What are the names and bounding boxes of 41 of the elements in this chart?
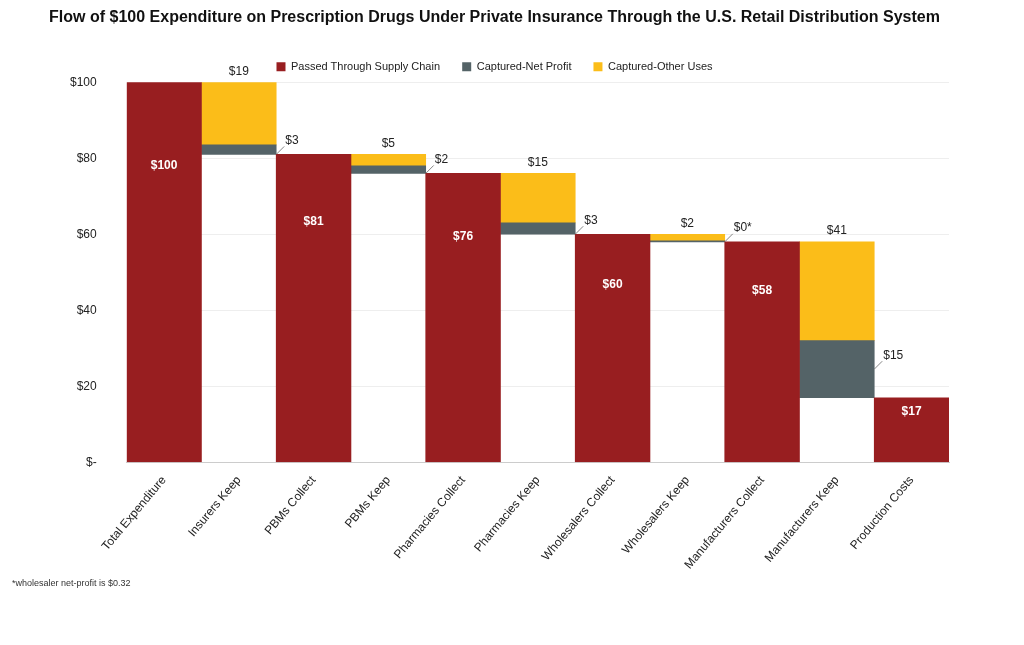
bar [201, 144, 277, 155]
bar [126, 82, 202, 463]
bar [873, 397, 949, 463]
bar [500, 222, 576, 235]
bar [500, 173, 576, 224]
legend-label: Captured-Other Uses [607, 59, 713, 72]
y-tick-label: $- [86, 454, 97, 469]
annotation: $2 [680, 215, 695, 230]
y-tick-label: $40 [76, 302, 98, 317]
data-label: $0* [733, 220, 753, 235]
annotation: $19 [228, 63, 250, 78]
data-label: $15 [883, 347, 904, 362]
y-tick-label: $100 [69, 74, 98, 89]
data-label: $3 [285, 132, 299, 147]
y-tick-label: $80 [76, 150, 98, 165]
bar [574, 233, 651, 463]
annotation: $41 [826, 223, 848, 238]
bar [724, 241, 800, 463]
legend-label: Captured-Net Profit [476, 59, 572, 72]
data-label: $60 [602, 276, 623, 291]
bar [350, 154, 427, 167]
bar [799, 241, 875, 342]
y-tick-label: $20 [76, 378, 98, 393]
annotation: $5 [381, 135, 396, 150]
data-label: $81 [303, 214, 324, 229]
data-label: $17 [901, 404, 922, 419]
legend-label: Passed Through Supply Chain [291, 59, 441, 72]
data-label: $76 [453, 229, 474, 244]
text: *wholesaler net-profit is $0.32 [12, 578, 131, 588]
data-label: $100 [150, 158, 178, 173]
bar [201, 82, 277, 146]
bar [425, 173, 501, 463]
annotation: $15 [527, 154, 549, 169]
bar [799, 340, 875, 399]
data-label: $3 [584, 212, 598, 227]
data-label: $58 [752, 282, 773, 297]
y-tick-label: $60 [76, 226, 98, 241]
bar [350, 165, 427, 174]
data-label: $2 [434, 151, 449, 166]
chart-title: Flow of $100 Expenditure on Prescription Drugs Under Private Insurance Through the U.S. Retail Distribution System [49, 8, 940, 26]
bar [275, 154, 352, 463]
